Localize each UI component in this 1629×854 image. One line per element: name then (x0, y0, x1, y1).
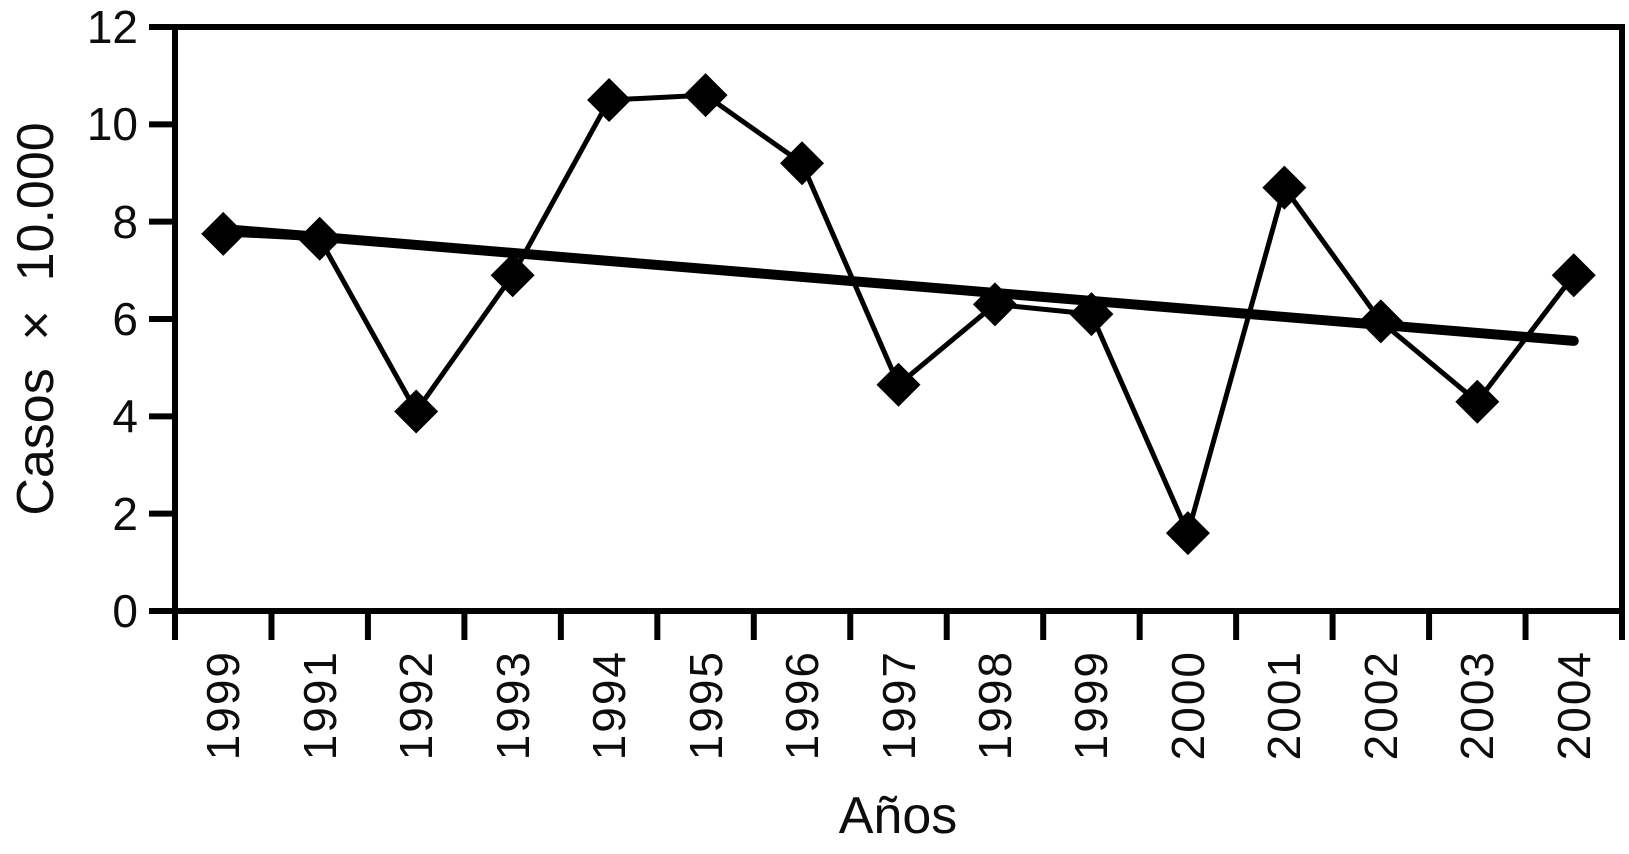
y-tick-label: 8 (112, 195, 138, 248)
x-tick-label: 2003 (1451, 650, 1504, 761)
data-point-marker (1165, 511, 1210, 556)
data-point-marker (1551, 253, 1596, 298)
y-tick-label: 2 (112, 487, 138, 540)
x-tick-label: 1995 (679, 650, 732, 761)
x-tick-label: 1999 (197, 650, 250, 761)
data-point-marker (1455, 379, 1500, 424)
y-tick-label: 6 (112, 293, 138, 345)
y-tick-label: 4 (112, 390, 138, 443)
x-tick-label: 1998 (968, 650, 1021, 761)
data-point-marker (394, 389, 439, 434)
x-tick-label: 1997 (872, 650, 925, 761)
trend-line (218, 223, 1579, 346)
x-tick-label: 1994 (583, 650, 636, 761)
x-tick-label: 2004 (1547, 650, 1600, 761)
data-point-marker (587, 78, 632, 122)
plot-border (172, 24, 1625, 614)
y-tick-label: 12 (86, 1, 138, 53)
x-tick-label: 1992 (390, 650, 443, 761)
y-tick-label: 0 (112, 585, 138, 637)
x-tick-label: 2002 (1354, 650, 1407, 761)
x-tick-label: 1996 (776, 650, 829, 761)
data-point-marker (876, 362, 921, 407)
x-tick-label: 1991 (293, 650, 346, 761)
x-tick-label: 2001 (1258, 650, 1311, 761)
x-axis-title: Años (838, 787, 958, 845)
data-point-marker (780, 141, 825, 186)
data-point-marker (1262, 165, 1307, 210)
data-point-marker (490, 253, 535, 298)
data-point-marker (683, 73, 728, 118)
x-tick-label: 1993 (486, 650, 539, 761)
y-tick-label: 10 (86, 98, 138, 151)
x-tick-label: 1999 (1065, 650, 1118, 761)
x-tick-label: 2000 (1161, 650, 1214, 761)
